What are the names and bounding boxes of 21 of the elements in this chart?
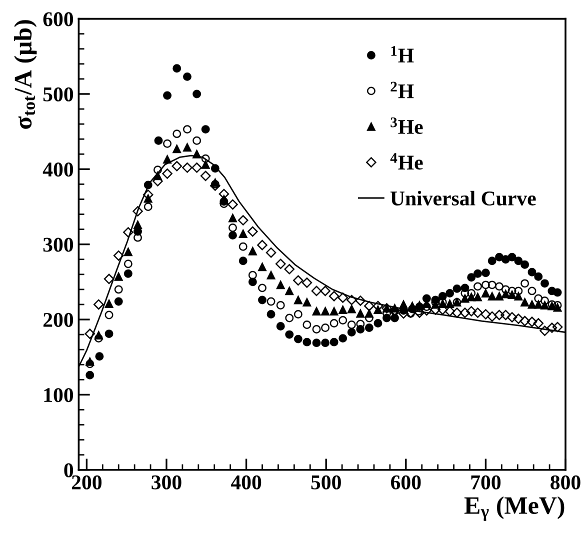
y-tick-label: 500 [43, 87, 74, 102]
y-tick-label: 300 [43, 238, 74, 252]
y-tick-label: 400 [42, 162, 74, 177]
y-tick-label: 600 [43, 12, 74, 26]
legend-label: Universal Curve [390, 190, 536, 206]
y-tick-label: 200 [43, 312, 74, 327]
legend-label: $^{2}$H [390, 82, 414, 98]
legend-label: $^{3}$He [390, 117, 423, 134]
y-axis-title: σ$_{tot}$/A (μb) [14, 20, 37, 129]
x-tick-label: 300 [152, 475, 182, 490]
y-tick-label: 100 [44, 388, 74, 402]
x-tick-label: 200 [72, 475, 102, 490]
x-tick-label: 700 [471, 475, 501, 490]
legend-label: $^{1}$H [391, 46, 414, 62]
legend-label: $^{4}$He [390, 153, 423, 170]
x-tick-label: 500 [311, 475, 341, 490]
x-tick-label: 800 [550, 475, 580, 490]
x-tick-label: 600 [390, 475, 421, 490]
x-axis-title: E$_{γ}$ (MeV) [464, 496, 564, 521]
x-tick-label: 400 [230, 475, 262, 490]
y-tick-label: 0 [64, 463, 74, 478]
